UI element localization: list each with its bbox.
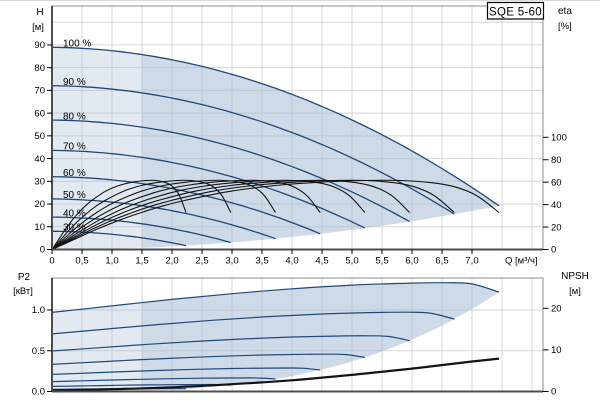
speed-curve-label: 70 % — [63, 142, 86, 153]
duty-envelope-hq-preferred — [142, 54, 499, 248]
npsh-tick-label: 20 — [551, 304, 562, 315]
p2-axis-unit: [кВт] — [13, 286, 33, 297]
efficiency-curve — [51, 179, 455, 250]
power-curve — [51, 282, 500, 313]
q-tick-label: 6,0 — [405, 256, 418, 267]
speed-curve-label: 50 % — [63, 190, 86, 201]
h-tick-label: 70 — [34, 86, 45, 97]
power-curve — [51, 367, 321, 375]
eta-tick-label: 20 — [551, 222, 562, 233]
efficiency-curve — [51, 179, 366, 250]
q-tick-label: 2,0 — [165, 256, 178, 267]
efficiency-curve — [51, 179, 321, 250]
speed-curve — [51, 176, 321, 235]
h-tick-label: 0 — [40, 245, 45, 256]
efficiency-curve — [51, 179, 276, 250]
q-tick-label: 4,0 — [285, 256, 298, 267]
npsh-axis-title: NPSH — [561, 271, 589, 282]
power-curve — [51, 353, 365, 365]
h-tick-label: 60 — [34, 108, 45, 119]
h-tick-label: 90 — [34, 40, 45, 51]
eta-tick-label: 0 — [551, 245, 556, 256]
q-tick-label: 0,5 — [75, 256, 88, 267]
npsh-curve — [51, 357, 500, 392]
eta-axis-title: eta — [558, 6, 572, 17]
speed-curve — [51, 119, 410, 223]
power-curve — [51, 311, 455, 335]
speed-curve-label: 90 % — [63, 77, 86, 88]
speed-curve-label: 80 % — [63, 111, 86, 122]
speed-curve-label: 30 % — [63, 222, 86, 233]
model-label: SQE 5-60 — [489, 7, 542, 19]
eta-axis-unit: [%] — [558, 21, 572, 32]
h-tick-label: 40 — [34, 154, 45, 165]
q-tick-label: 5,5 — [375, 256, 388, 267]
model-label-box — [486, 1, 545, 20]
p2-tick-label: 0.5 — [32, 346, 45, 357]
efficiency-curve — [51, 179, 410, 250]
npsh-tick-label: 10 — [551, 345, 562, 356]
q-tick-label: 0 — [49, 256, 54, 267]
h-tick-label: 50 — [34, 131, 45, 142]
duty-envelope-layer — [52, 47, 499, 392]
p2-axis-title: P2 — [18, 272, 31, 283]
efficiency-curve — [51, 179, 500, 250]
q-tick-label: 6,5 — [435, 256, 448, 267]
efficiency-curve — [51, 179, 187, 250]
speed-curve — [51, 230, 187, 247]
axes-frame-layer — [47, 5, 549, 393]
eta-tick-label: 100 — [551, 133, 567, 144]
efficiency-curve — [51, 179, 232, 250]
power-curve — [51, 377, 276, 383]
npsh-axis-unit: [м] — [569, 286, 581, 297]
eta-tick-label: 80 — [551, 155, 562, 166]
speed-curve-label: 100 % — [63, 39, 91, 50]
q-axis-title: Q [м³/ч] — [505, 256, 538, 267]
speed-curve — [51, 84, 455, 215]
tick-labels-layer: 0 10 20 30 40 50 60 70 80 90 0 0,5 1,0 1,5 2,0 2,5 3,0 3,… — [32, 39, 567, 398]
q-tick-label: 4,5 — [315, 256, 328, 267]
h-axis-title: H — [36, 7, 43, 18]
h-tick-label: 30 — [34, 177, 45, 188]
h-tick-label: 10 — [34, 222, 45, 233]
p2-tick-label: 1.0 — [32, 305, 45, 316]
gridlines-layer — [52, 6, 543, 392]
speed-curve — [51, 149, 366, 229]
q-tick-label: 7,0 — [465, 256, 478, 267]
npsh-tick-label: 0 — [551, 387, 556, 398]
h-tick-label: 20 — [34, 199, 45, 210]
speed-curve-label: 60 % — [63, 168, 86, 179]
curves-layer — [51, 46, 500, 392]
speed-curve — [51, 198, 276, 240]
h-axis-unit: [м] — [32, 22, 44, 33]
q-tick-label: 2,5 — [195, 256, 208, 267]
speed-curve-label: 40 % — [63, 208, 86, 219]
q-tick-label: 1,0 — [105, 256, 118, 267]
eta-tick-label: 60 — [551, 177, 562, 188]
p2-tick-label: 0.0 — [32, 387, 45, 398]
q-tick-label: 3,5 — [255, 256, 268, 267]
eta-tick-label: 40 — [551, 200, 562, 211]
q-tick-label: 1,5 — [135, 256, 148, 267]
power-curve — [51, 335, 410, 352]
q-tick-label: 3,0 — [225, 256, 238, 267]
speed-curve — [51, 46, 500, 207]
q-tick-label: 5,0 — [345, 256, 358, 267]
h-tick-label: 80 — [34, 63, 45, 74]
